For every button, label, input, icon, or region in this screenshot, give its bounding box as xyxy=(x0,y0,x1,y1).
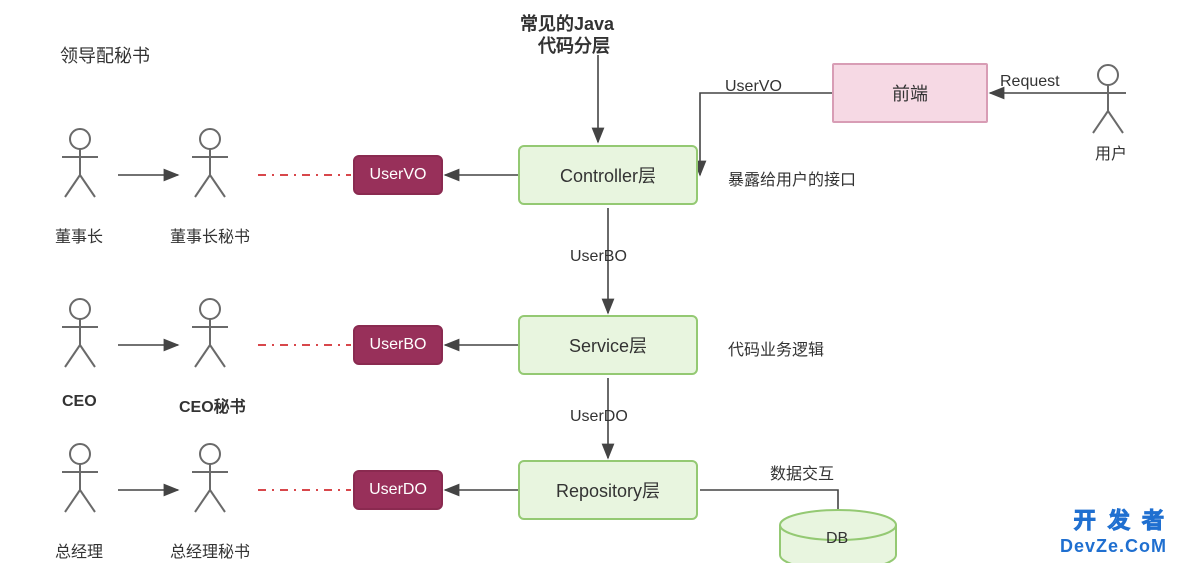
repository-layer-box: Repository层 xyxy=(518,460,698,520)
watermark-line1: 开 发 者 xyxy=(1074,503,1167,535)
userbo-badge: UserBO xyxy=(353,325,443,365)
uservo-badge-label: UserVO xyxy=(370,166,427,184)
anno-controller: 暴露给用户的接口 xyxy=(728,166,856,190)
userdo-badge-label: UserDO xyxy=(369,481,427,499)
actor-ceo-sec-label: CEO秘书 xyxy=(179,393,246,417)
diagram-canvas: 常见的Java 代码分层 领导配秘书 前端 Controller层 Servic… xyxy=(0,0,1179,563)
controller-layer-box: Controller层 xyxy=(518,145,698,205)
controller-layer-label: Controller层 xyxy=(560,162,656,188)
uservo-badge: UserVO xyxy=(353,155,443,195)
db-label: DB xyxy=(826,530,848,548)
repository-layer-label: Repository层 xyxy=(556,477,660,503)
actor-ceo-label: CEO xyxy=(62,393,97,411)
anno-repository: 数据交互 xyxy=(770,460,834,484)
watermark-line2: DevZe.CoM xyxy=(1060,536,1167,557)
actor-chairman-label: 董事长 xyxy=(55,223,103,247)
actor-gm-label: 总经理 xyxy=(55,538,103,562)
edge-label-frontend-to-controller: UserVO xyxy=(725,78,782,96)
service-layer-label: Service层 xyxy=(569,332,647,358)
frontend-label: 前端 xyxy=(892,80,928,106)
title-line2: 代码分层 xyxy=(538,32,610,58)
actor-gm-sec-label: 总经理秘书 xyxy=(170,538,250,562)
frontend-box: 前端 xyxy=(832,63,988,123)
anno-service: 代码业务逻辑 xyxy=(728,336,824,360)
left-header: 领导配秘书 xyxy=(60,42,150,68)
actor-user-label: 用户 xyxy=(1095,140,1127,164)
actor-chairman-sec-label: 董事长秘书 xyxy=(170,223,250,247)
userbo-badge-label: UserBO xyxy=(370,336,427,354)
edge-label-service-to-repo: UserDO xyxy=(570,408,628,426)
userdo-badge: UserDO xyxy=(353,470,443,510)
service-layer-box: Service层 xyxy=(518,315,698,375)
edge-label-user-to-frontend: Request xyxy=(1000,73,1060,91)
edge-frontend-to-controller xyxy=(700,93,832,175)
edge-label-controller-to-service: UserBO xyxy=(570,248,627,266)
